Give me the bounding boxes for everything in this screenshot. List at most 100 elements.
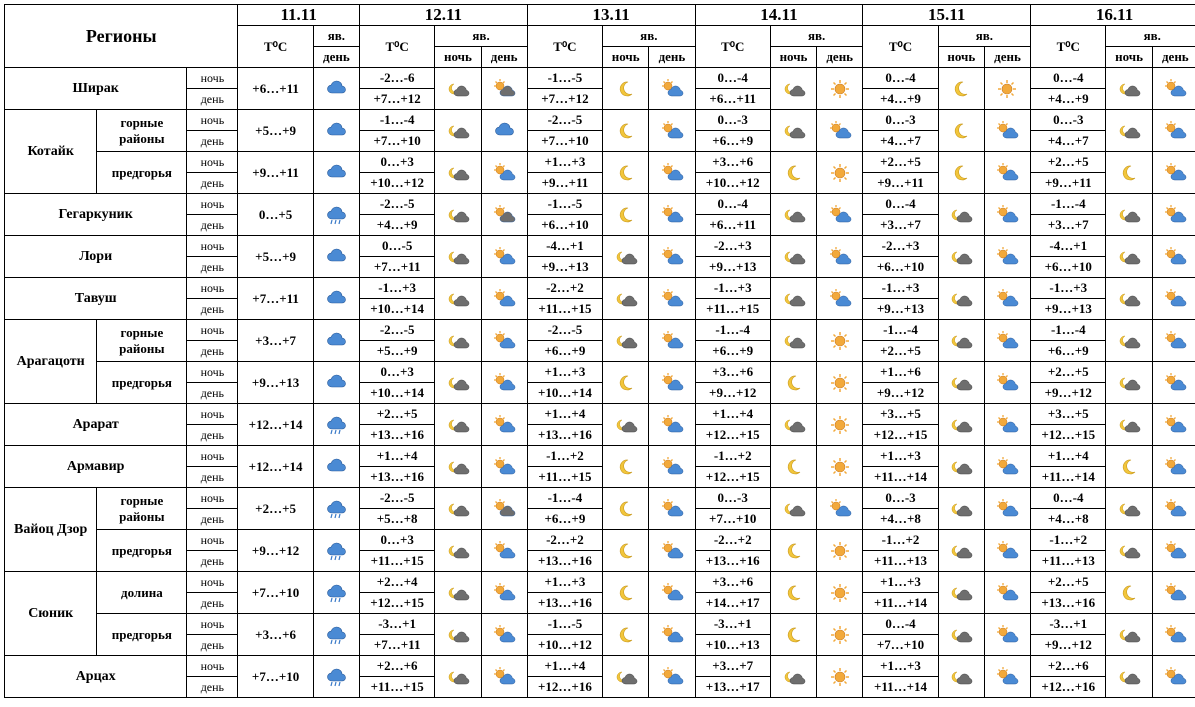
temp-d4-n: 0…-4 [695,194,770,215]
temp-d6-n: -3…+1 [1031,614,1106,635]
weather-icon [984,572,1030,614]
weather-icon [481,488,527,530]
nd-night: ночь [187,446,238,467]
weather-icon [938,320,984,362]
nd-day: день [187,257,238,278]
weather-icon [313,404,359,446]
weather-icon [481,68,527,110]
header-date-1: 12.11 [359,5,527,26]
weather-icon [603,278,649,320]
weather-icon [481,530,527,572]
weather-icon [481,110,527,152]
temp-d2-n: -2…-5 [359,488,434,509]
temp-d2-n: +1…+4 [359,446,434,467]
header-tc-0: T⁰C [238,26,313,68]
nd-night: ночь [187,488,238,509]
temp-d4-d: +14…+17 [695,593,770,614]
weather-icon [481,362,527,404]
temp-d6-d: +4…+9 [1031,89,1106,110]
header-phen-4: яв. [938,26,1030,47]
weather-icon [1106,278,1152,320]
temp-d1: +3…+7 [238,320,313,362]
temp-d5-d: +9…+13 [863,299,938,320]
temp-d5-d: +12…+15 [863,425,938,446]
weather-icon [481,614,527,656]
temp-d2-n: 0…+3 [359,530,434,551]
temp-d6-d: +4…+7 [1031,131,1106,152]
temp-d1: +9…+13 [238,362,313,404]
temp-d2-d: +11…+15 [359,551,434,572]
weather-icon [1152,362,1195,404]
temp-d4-d: +13…+17 [695,677,770,698]
weather-icon [1152,68,1195,110]
temp-d2-n: -2…-5 [359,320,434,341]
sub-region: предгорья [97,614,187,656]
nd-day: день [187,677,238,698]
weather-icon [649,404,695,446]
temp-d3-d: +6…+9 [527,509,602,530]
weather-icon [1152,488,1195,530]
weather-icon [938,488,984,530]
temp-d2-n: +2…+6 [359,656,434,677]
temp-d6-n: -1…+3 [1031,278,1106,299]
temp-d2-d: +5…+9 [359,341,434,362]
weather-icon [938,614,984,656]
weather-icon [313,236,359,278]
weather-icon [1152,404,1195,446]
temp-d5-n: 0…-3 [863,488,938,509]
weather-icon [938,362,984,404]
nd-day: день [187,635,238,656]
temp-d3-n: -1…-4 [527,488,602,509]
temp-d2-n: -2…-5 [359,194,434,215]
weather-icon [481,656,527,698]
temp-d4-d: +6…+9 [695,131,770,152]
temp-d6-d: +12…+16 [1031,677,1106,698]
temp-d4-d: +12…+15 [695,467,770,488]
nd-day: день [187,425,238,446]
temp-d1: +12…+14 [238,404,313,446]
temp-d6-n: +2…+5 [1031,362,1106,383]
sub-region: горныерайоны [97,110,187,152]
weather-icon [770,320,816,362]
temp-d3-d: +11…+15 [527,467,602,488]
weather-icon [1152,152,1195,194]
weather-icon [1106,152,1152,194]
temp-d4-n: +3…+6 [695,362,770,383]
weather-icon [817,68,863,110]
weather-icon [313,152,359,194]
temp-d2-d: +12…+15 [359,593,434,614]
temp-d4-d: +6…+9 [695,341,770,362]
weather-forecast-table: Регионы11.1112.1113.1114.1115.1116.11T⁰C… [4,4,1195,698]
header-night-3: ночь [770,47,816,68]
temp-d3-d: +12…+16 [527,677,602,698]
temp-d5-d: +11…+14 [863,593,938,614]
temp-d3-n: -2…-5 [527,320,602,341]
weather-icon [984,530,1030,572]
weather-icon [435,614,481,656]
weather-icon [817,362,863,404]
temp-d5-d: +4…+8 [863,509,938,530]
sub-region: предгорья [97,530,187,572]
weather-icon [603,656,649,698]
weather-icon [817,236,863,278]
weather-icon [770,362,816,404]
weather-icon [817,572,863,614]
weather-icon [313,656,359,698]
temp-d4-n: 0…-4 [695,68,770,89]
temp-d4-d: +10…+12 [695,173,770,194]
sub-region: горныерайоны [97,488,187,530]
weather-icon [603,614,649,656]
temp-d3-n: -2…-5 [527,110,602,131]
weather-icon [435,530,481,572]
temp-d5-d: +4…+9 [863,89,938,110]
header-tc-1: T⁰C [359,26,434,68]
temp-d6-d: +13…+16 [1031,593,1106,614]
weather-icon [984,194,1030,236]
weather-icon [313,488,359,530]
weather-icon [1106,656,1152,698]
weather-icon [435,236,481,278]
weather-icon [770,278,816,320]
weather-icon [770,614,816,656]
nd-night: ночь [187,404,238,425]
header-night-1: ночь [435,47,481,68]
